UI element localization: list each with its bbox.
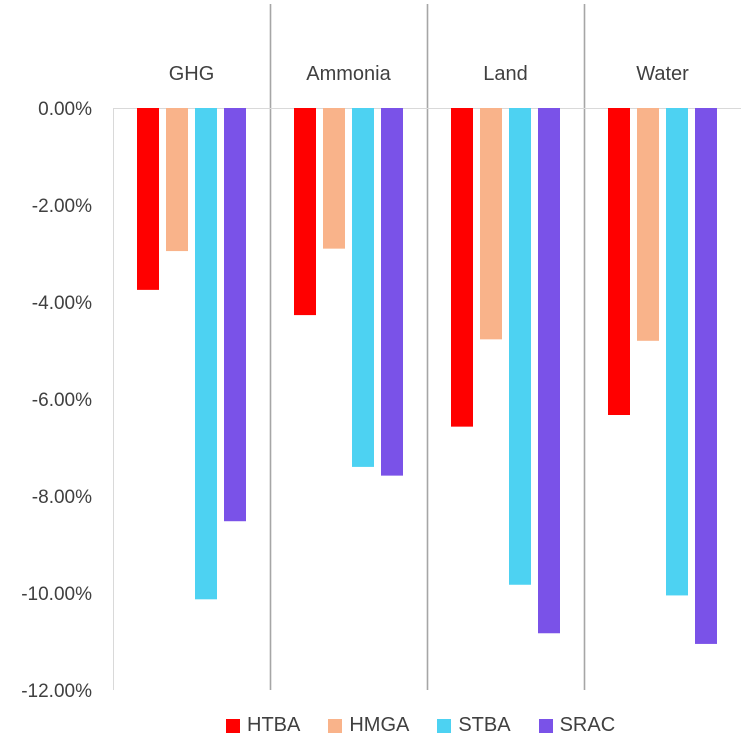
category-label: Land — [483, 63, 528, 85]
bar-htba-land — [451, 108, 473, 427]
bar-hmga-water — [637, 108, 659, 341]
legend-item-srac: SRAC — [538, 714, 616, 737]
legend-item-htba: HTBA — [226, 714, 300, 737]
legend-item-stba: STBA — [437, 714, 511, 737]
y-tick-label: 0.00% — [38, 99, 92, 120]
legend-label-stba: STBA — [458, 714, 511, 736]
bar-stba-land — [509, 108, 531, 585]
category-label: Water — [636, 63, 689, 85]
y-tick-label: -6.00% — [32, 390, 92, 411]
bar-htba-ghg — [137, 108, 159, 290]
bar-stba-ammonia — [352, 108, 374, 467]
y-tick-label: -12.00% — [21, 681, 92, 702]
legend-swatch-srac — [538, 718, 553, 733]
bar-srac-water — [695, 108, 717, 644]
chart-legend: HTBA HMGA STBA SRAC — [226, 714, 615, 737]
legend-label-srac: SRAC — [559, 714, 616, 736]
bar-hmga-ghg — [166, 108, 188, 252]
bar-htba-water — [608, 108, 630, 416]
y-tick-label: -10.00% — [21, 584, 92, 605]
legend-swatch-stba — [437, 718, 452, 733]
legend-label-htba: HTBA — [247, 714, 301, 736]
bar-hmga-ammonia — [323, 108, 345, 249]
y-tick-label: -8.00% — [32, 487, 92, 508]
bar-htba-ammonia — [294, 108, 316, 316]
bar-stba-water — [666, 108, 688, 596]
category-label: GHG — [169, 63, 215, 85]
bar-stba-ghg — [195, 108, 217, 600]
legend-swatch-htba — [226, 718, 240, 733]
bar-srac-ghg — [224, 108, 246, 522]
y-tick-label: -2.00% — [32, 196, 92, 217]
bar-srac-ammonia — [381, 108, 403, 476]
legend-label-hmga: HMGA — [349, 714, 410, 736]
bar-srac-land — [538, 108, 560, 634]
legend-item-hmga: HMGA — [328, 714, 409, 737]
legend-swatch-hmga — [328, 718, 343, 733]
category-label: Ammonia — [306, 63, 391, 85]
y-tick-label: -4.00% — [32, 293, 92, 314]
bar-hmga-land — [480, 108, 502, 340]
